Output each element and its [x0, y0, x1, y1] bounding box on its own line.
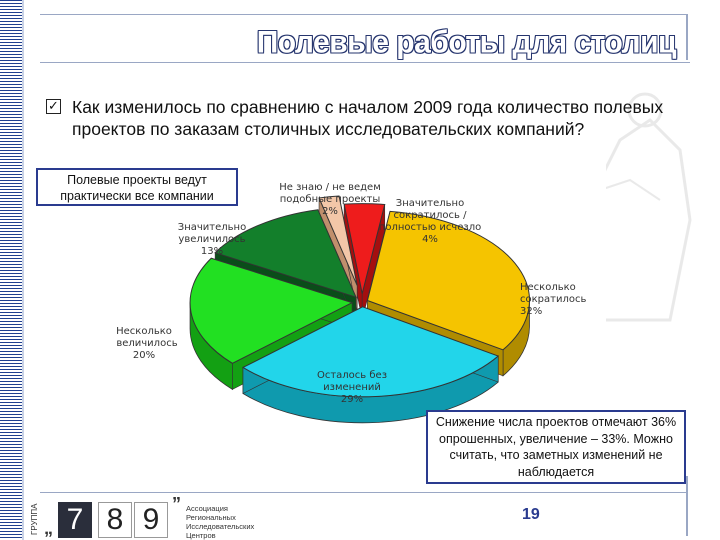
- logo-text-line: Исследовательских: [186, 522, 266, 531]
- pie-slice-name: Осталось без: [317, 370, 387, 381]
- pie-slice-name: сократилось /: [394, 210, 468, 221]
- logo-text-line: Центров: [186, 531, 266, 540]
- pie-slice-label: Несколько сократилось 32%: [520, 282, 586, 317]
- left-stripe-edge: [22, 0, 24, 540]
- pie-slice-name: Несколько: [520, 282, 576, 293]
- pie-slice-label: Несколько увеличилось 20%: [116, 326, 178, 361]
- logo-quote-close: ”: [172, 494, 181, 515]
- logo-vertical-text: ГРУППА: [30, 500, 42, 538]
- question-text: Как изменилось по сравнению с началом 20…: [46, 96, 686, 140]
- pie-slice-name: Значительно: [178, 222, 246, 233]
- pie-slice-name: сократилось: [520, 294, 586, 305]
- logo-quote-open: „: [44, 518, 53, 539]
- pie-slice-name: увеличилось: [116, 338, 178, 349]
- left-decorative-stripe: [0, 0, 22, 540]
- pie-slice-value: 29%: [341, 394, 363, 405]
- pie-slice-value: 32%: [520, 306, 542, 317]
- pie-slice-name: Не знаю / не ведем: [279, 182, 381, 193]
- logo-digit-9: 9: [134, 502, 168, 538]
- callout-bottom: Снижение числа проектов отмечают 36% опр…: [426, 410, 686, 484]
- logo-text-line: Региональных: [186, 513, 266, 522]
- pie-slice-value: 2%: [322, 206, 338, 217]
- pie-slice-name: полностью исчезло: [379, 222, 481, 233]
- logo-text-line: Ассоциация: [186, 504, 266, 513]
- pie-slice-name: Значительно: [396, 198, 464, 209]
- pie-slice-value: 13%: [201, 246, 223, 257]
- slide-title: Полевые работы для столиц: [257, 25, 676, 61]
- title-underline: [40, 62, 690, 63]
- pie-slice-value: 20%: [133, 350, 155, 361]
- question-block: ✓ Как изменилось по сравнению с началом …: [46, 96, 686, 140]
- footer-line: [40, 492, 688, 493]
- page-number: 19: [522, 506, 540, 524]
- pie-slice-name: Несколько: [116, 326, 172, 337]
- pie-slice-name: увеличилось: [178, 234, 245, 245]
- logo-789: ГРУППА „ 7 8 9 ” Ассоциация Региональных…: [30, 498, 250, 540]
- logo-digit-7: 7: [58, 502, 92, 538]
- pie-slice-value: 4%: [422, 234, 438, 245]
- pie-slice-name: изменений: [323, 382, 381, 393]
- footer-vertical-line: [686, 476, 688, 536]
- checkbox-icon: ✓: [46, 99, 61, 114]
- logo-digit-8: 8: [98, 502, 132, 538]
- pie-slice-name: подобные проекты: [280, 194, 381, 205]
- logo-text: Ассоциация Региональных Исследовательски…: [186, 504, 266, 540]
- callout-top: Полевые проекты ведут практически все ко…: [36, 168, 238, 206]
